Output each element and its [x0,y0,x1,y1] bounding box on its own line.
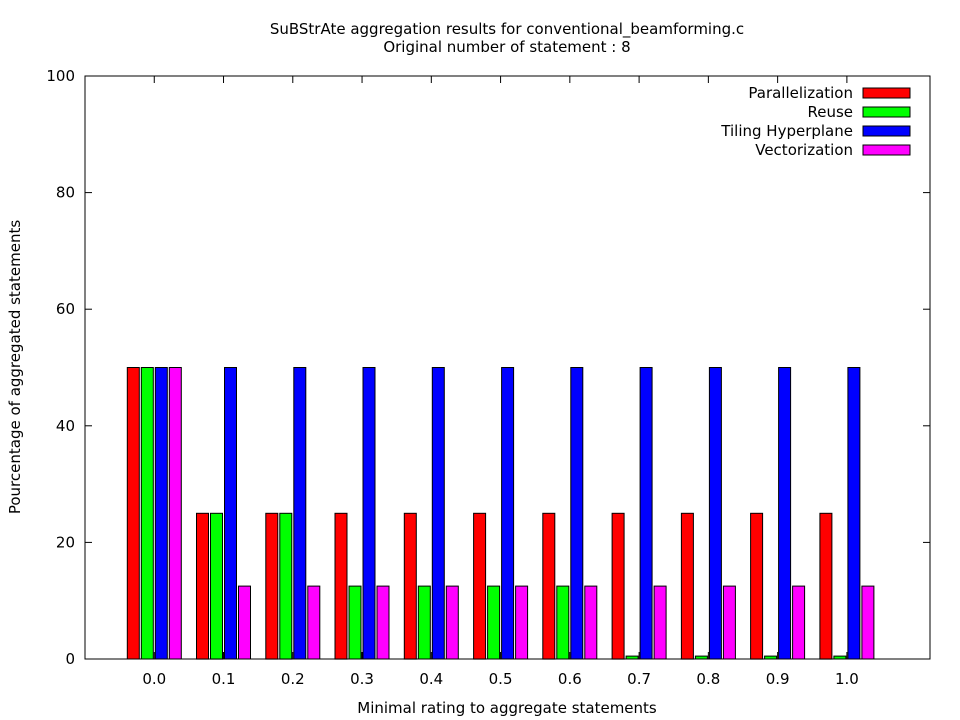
bar-parallelization-0.5 [473,512,487,660]
y-tick-label: 100 [46,67,75,85]
bar-reuse-0.1 [210,512,223,660]
bar-tiling-hyperplane-0.5 [501,367,515,660]
bar-reuse-0.0 [140,367,154,660]
legend-swatch [862,125,911,137]
legend-label: Parallelization [748,84,853,102]
legend-label: Tiling Hyperplane [720,122,853,140]
legend-label: Reuse [807,103,853,121]
bar-vectorization-0.1 [238,585,251,660]
x-axis-label: Minimal rating to aggregate statements [357,699,657,717]
bar-parallelization-0.2 [265,512,279,660]
x-tick-label: 0.0 [142,670,166,688]
bar-reuse-0.2 [279,512,293,660]
bar-vectorization-0.8 [722,585,736,660]
bar-vectorization-1.0 [861,585,875,660]
bar-tiling-hyperplane-0.2 [293,367,307,660]
x-tick-label: 0.7 [627,670,651,688]
x-tick-label: 0.5 [489,670,513,688]
chart-title: SuBStrAte aggregation results for conven… [270,20,744,39]
bar-parallelization-0.0 [126,367,140,660]
x-tick-label: 0.6 [558,670,582,688]
bar-reuse-0.4 [417,585,431,660]
x-tick-label: 0.9 [766,670,790,688]
x-tick-label: 0.3 [350,670,374,688]
bar-vectorization-0.0 [168,367,182,660]
bar-parallelization-0.7 [611,512,625,660]
y-tick-label: 20 [56,533,75,551]
x-tick-label: 0.1 [212,670,236,688]
y-tick-label: 0 [65,650,75,668]
plot-frame [84,75,931,660]
bar-vectorization-0.6 [584,585,598,660]
bar-vectorization-0.9 [792,585,806,660]
bars-layer [126,367,875,660]
bar-tiling-hyperplane-0.9 [778,367,792,660]
bar-vectorization-0.4 [445,585,459,660]
bar-parallelization-0.8 [680,512,694,660]
bar-tiling-hyperplane-0.6 [570,367,584,660]
legend-swatch [862,87,911,99]
bar-tiling-hyperplane-0.0 [154,367,168,660]
bar-reuse-0.5 [487,585,501,660]
legend-swatch [862,106,911,118]
bar-tiling-hyperplane-0.3 [362,367,376,660]
legend-swatch [862,144,911,156]
bar-parallelization-0.4 [403,512,417,660]
x-tick-label: 0.8 [696,670,720,688]
bar-tiling-hyperplane-1.0 [847,367,861,660]
bar-tiling-hyperplane-0.8 [708,367,722,660]
y-tick-label: 40 [56,417,75,435]
axes-layer: 0 20 40 60 80 100 0.0 0.1 0.2 0.3 0.4 0.5 0.6 0.7 0.8 0… [46,67,930,688]
bar-tiling-hyperplane-0.7 [639,367,653,660]
bar-reuse-0.3 [348,585,362,660]
bar-tiling-hyperplane-0.4 [431,367,445,660]
bar-parallelization-0.1 [196,512,209,660]
bar-reuse-0.6 [556,585,570,660]
y-axis-label: Pourcentage of aggregated statements [6,220,24,514]
x-tick-label: 1.0 [835,670,859,688]
bar-vectorization-0.3 [376,585,390,660]
bar-vectorization-0.2 [307,585,321,660]
bar-parallelization-0.6 [542,512,556,660]
bar-parallelization-0.3 [334,512,348,660]
bar-parallelization-1.0 [819,512,833,660]
bar-tiling-hyperplane-0.1 [224,367,237,660]
bar-parallelization-0.9 [750,512,764,660]
y-tick-label: 60 [56,300,75,318]
y-tick-label: 80 [56,184,75,202]
bar-vectorization-0.5 [515,585,529,660]
chart-subtitle: Original number of statement : 8 [383,38,630,56]
bar-vectorization-0.7 [653,585,667,660]
legend-label: Vectorization [755,141,853,159]
x-tick-label: 0.4 [419,670,443,688]
x-tick-label: 0.2 [281,670,305,688]
